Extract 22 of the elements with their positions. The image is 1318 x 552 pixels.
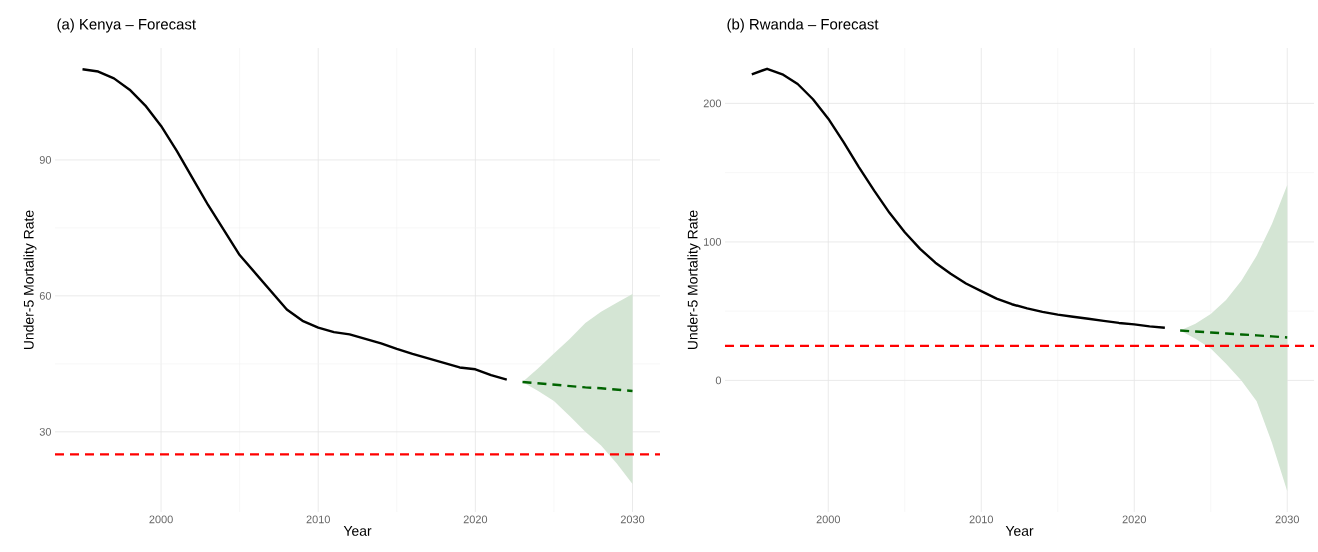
x-axis-title: Year bbox=[1005, 526, 1034, 536]
x-tick-label: 2000 bbox=[149, 515, 173, 524]
x-tick-label: 2010 bbox=[306, 515, 330, 524]
y-tick-label: 60 bbox=[39, 291, 52, 300]
x-tick-label: 2030 bbox=[1275, 515, 1299, 524]
x-tick-label: 2000 bbox=[816, 515, 841, 524]
line-series bbox=[750, 67, 1167, 329]
chart-title: (a) Kenya – Forecast bbox=[57, 18, 196, 33]
y-axis-title: Under-5 Mortality Rate bbox=[687, 210, 701, 350]
x-tick-label: 2010 bbox=[969, 515, 994, 524]
y-tick-label: 0 bbox=[715, 376, 722, 385]
x-tick-label: 2030 bbox=[620, 515, 645, 524]
y-tick-label: 30 bbox=[39, 427, 52, 436]
y-tick-label: 200 bbox=[703, 99, 722, 108]
x-tick-label: 2020 bbox=[1122, 515, 1146, 524]
line-series bbox=[1178, 329, 1289, 339]
x-axis-title: Year bbox=[343, 526, 372, 536]
chart-title: (b) Rwanda – Forecast bbox=[727, 18, 879, 33]
y-axis-title: Under-5 Mortality Rate bbox=[23, 210, 37, 350]
y-tick-label: 90 bbox=[39, 156, 52, 164]
x-tick-label: 2020 bbox=[463, 515, 488, 524]
y-tick-label: 100 bbox=[704, 238, 722, 246]
